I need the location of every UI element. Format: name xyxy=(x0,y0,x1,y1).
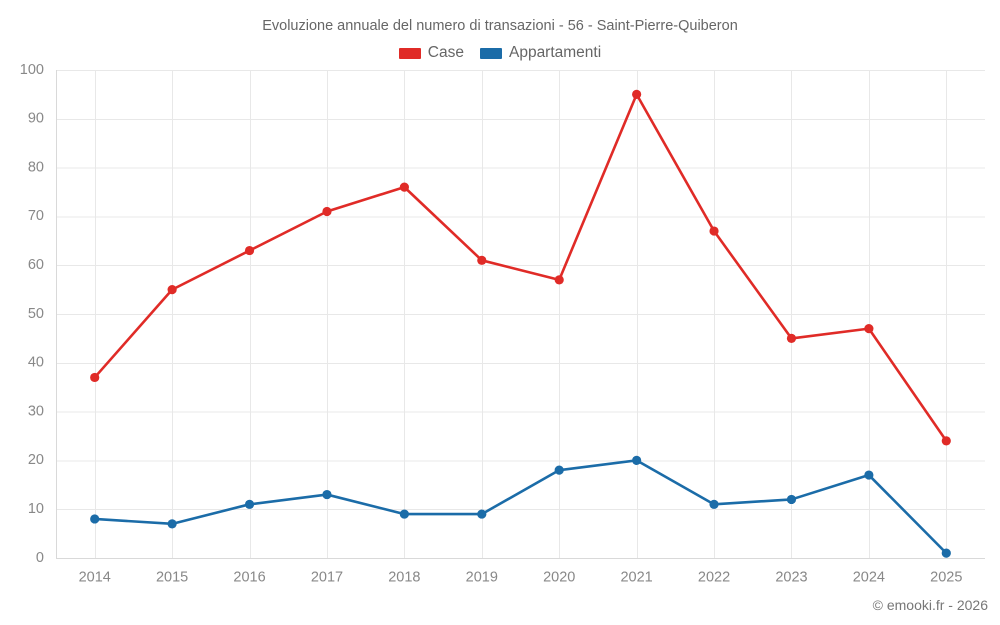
y-axis-tick-label: 40 xyxy=(28,355,44,371)
data-point-marker[interactable] xyxy=(864,470,874,480)
data-point-marker[interactable] xyxy=(90,372,100,383)
data-point-marker[interactable] xyxy=(632,89,642,99)
y-axis-tick-label: 100 xyxy=(20,62,44,78)
x-axis-tick-label: 2021 xyxy=(620,570,652,586)
chart-title: Evoluzione annuale del numero di transaz… xyxy=(262,18,738,34)
x-axis-tick-label: 2019 xyxy=(466,570,498,586)
data-point-marker[interactable] xyxy=(709,226,719,236)
data-point-marker[interactable] xyxy=(477,255,487,265)
y-axis-ticks: 0 10 20 30 40 50 60 70 80 90 100 xyxy=(20,62,44,566)
data-point-marker[interactable] xyxy=(941,548,951,558)
data-point-marker[interactable] xyxy=(399,509,409,519)
data-point-marker[interactable] xyxy=(941,436,951,446)
x-axis-tick-label: 2016 xyxy=(233,570,265,586)
y-axis-tick-label: 80 xyxy=(28,159,44,175)
chart-legend: Case Appartamenti xyxy=(0,44,1000,62)
y-axis-tick-label: 30 xyxy=(28,403,44,419)
x-axis-tick-label: 2025 xyxy=(930,570,962,586)
data-point-marker[interactable] xyxy=(709,499,719,509)
gridlines xyxy=(56,70,985,559)
data-series xyxy=(93,93,948,555)
y-axis-tick-label: 10 xyxy=(28,501,44,517)
y-axis-tick-label: 70 xyxy=(28,208,44,224)
data-point-marker[interactable] xyxy=(90,514,100,524)
data-point-marker[interactable] xyxy=(167,285,177,295)
axis-lines xyxy=(56,70,985,559)
data-point-marker[interactable] xyxy=(632,455,642,465)
data-point-marker[interactable] xyxy=(244,245,255,256)
legend-item-appartamenti[interactable]: Appartamenti xyxy=(479,44,602,62)
legend-label-case: Case xyxy=(427,44,464,61)
data-point-marker[interactable] xyxy=(554,465,564,475)
x-axis-tick-label: 2020 xyxy=(543,570,575,586)
data-point-marker[interactable] xyxy=(322,206,332,217)
series-line-case xyxy=(93,93,948,443)
data-point-marker[interactable] xyxy=(786,494,797,505)
x-axis-tick-label: 2014 xyxy=(79,570,111,586)
data-point-marker[interactable] xyxy=(786,333,797,343)
data-point-marker[interactable] xyxy=(322,489,332,500)
x-axis-tick-label: 2024 xyxy=(853,570,885,586)
x-axis-ticks: 2014 2015 2016 2017 2018 2019 2020 2021 2022 2023… xyxy=(79,570,963,586)
y-axis-tick-label: 0 xyxy=(36,550,44,566)
legend-swatch-case xyxy=(398,47,421,59)
data-point-marker[interactable] xyxy=(477,509,487,519)
x-axis-tick-label: 2017 xyxy=(311,570,343,586)
legend-swatch-appartamenti xyxy=(479,47,502,59)
x-axis-tick-label: 2015 xyxy=(156,570,188,586)
y-axis-tick-label: 60 xyxy=(28,257,44,273)
data-point-marker[interactable] xyxy=(864,324,874,334)
legend-label-appartamenti: Appartamenti xyxy=(508,44,602,61)
data-point-marker[interactable] xyxy=(167,519,177,529)
data-point-marker[interactable] xyxy=(399,182,409,192)
data-point-markers xyxy=(90,89,951,558)
copyright-credit: © emooki.fr - 2026 xyxy=(872,597,988,613)
legend-item-case[interactable]: Case xyxy=(398,44,464,62)
y-axis-tick-label: 90 xyxy=(28,111,44,127)
y-axis-tick-label: 20 xyxy=(28,452,44,468)
series-line-appartamenti xyxy=(93,459,948,555)
data-point-marker[interactable] xyxy=(244,499,255,509)
data-point-marker[interactable] xyxy=(554,275,564,285)
x-axis-tick-label: 2022 xyxy=(698,570,730,586)
x-axis-tick-label: 2023 xyxy=(775,570,807,586)
x-axis-tick-label: 2018 xyxy=(388,570,420,586)
y-axis-tick-label: 50 xyxy=(28,306,44,322)
